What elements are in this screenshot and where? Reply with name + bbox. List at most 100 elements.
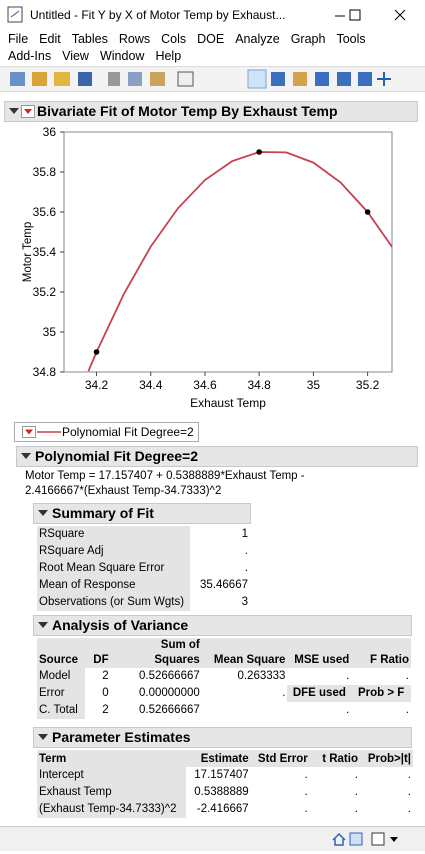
table-cell: . bbox=[304, 769, 308, 781]
layout-button[interactable] bbox=[371, 832, 385, 846]
summary-header: Summary of Fit bbox=[33, 503, 251, 524]
tool-new-table[interactable] bbox=[10, 72, 25, 86]
menu-bar: File Edit Tables Rows Cols DOE Analyze Graph Too… bbox=[0, 31, 425, 65]
title-bar-graphics bbox=[7, 6, 406, 23]
toolbar-group-1 bbox=[10, 69, 391, 89]
red-triangle-menu[interactable] bbox=[22, 426, 36, 438]
layout-dropdown[interactable] bbox=[390, 837, 398, 842]
table-cell: RSquare Adj bbox=[37, 543, 190, 560]
menu-item[interactable]: Rows bbox=[118, 32, 151, 46]
x-tick-label: 34.4 bbox=[139, 378, 163, 392]
bivariate-chart: 34.2 34.4 34.6 34.8 35 35.2 34.8 35 35.2 35.4 35.6… bbox=[22, 125, 393, 410]
disclosure-icon[interactable] bbox=[37, 732, 49, 744]
table-cell: (Exhaust Temp-34.7333)^2 bbox=[37, 801, 186, 818]
data-point bbox=[93, 349, 100, 355]
y-tick-label: 35.6 bbox=[33, 205, 57, 219]
menu-item[interactable]: DOE bbox=[197, 32, 225, 46]
tool-magnifier[interactable] bbox=[358, 72, 372, 86]
tool-new-script[interactable] bbox=[32, 72, 47, 86]
column-header: MSE used bbox=[287, 638, 352, 668]
table-cell: Root Mean Square Error bbox=[37, 560, 190, 577]
home-button[interactable] bbox=[332, 832, 346, 846]
data-point bbox=[256, 149, 262, 155]
table-cell: . bbox=[407, 803, 411, 815]
table-cell: Error bbox=[37, 685, 85, 702]
disclosure-icon[interactable] bbox=[20, 451, 32, 463]
table-row: Root Mean Square Error. bbox=[37, 560, 250, 577]
menu-item[interactable]: Help bbox=[155, 49, 182, 63]
table-row: (Exhaust Temp-34.7333)^2 -2.416667... bbox=[37, 801, 413, 818]
tool-arrow[interactable] bbox=[247, 69, 267, 89]
status-icons bbox=[332, 832, 398, 846]
app-icon-line bbox=[10, 10, 20, 18]
tool-cut[interactable] bbox=[108, 72, 120, 86]
table-cell: . bbox=[346, 670, 350, 682]
table-cell: Model bbox=[37, 668, 85, 685]
table-row: C. Total 2 0.52666667.. bbox=[37, 702, 411, 719]
menu-item[interactable]: Add-Ins bbox=[8, 49, 52, 63]
table-row: Model 2 0.52666667 0.263333.. bbox=[37, 668, 411, 685]
column-header: Source bbox=[37, 638, 85, 668]
table-cell: 0.52666667 bbox=[139, 704, 200, 716]
y-tick-label: 34.8 bbox=[33, 365, 57, 379]
table-cell: 2 bbox=[102, 670, 109, 682]
tool-copy[interactable] bbox=[128, 72, 142, 86]
y-tick-label: 35.2 bbox=[33, 285, 57, 299]
header-row: Source DF Sum of Squares Mean Square MSE used… bbox=[37, 638, 411, 668]
disclosure-icon[interactable] bbox=[8, 106, 20, 118]
tool-open[interactable] bbox=[54, 72, 70, 86]
menu-item[interactable]: Graph bbox=[290, 32, 326, 46]
tool-paste[interactable] bbox=[150, 72, 165, 86]
anova-header: Analysis of Variance bbox=[33, 615, 412, 636]
maximize-button[interactable] bbox=[349, 9, 361, 21]
table-cell: Mean of Response bbox=[37, 577, 190, 594]
column-header: Estimate bbox=[185, 750, 251, 767]
disclosure-icon[interactable] bbox=[37, 508, 49, 520]
menu-item[interactable]: File bbox=[8, 32, 29, 46]
close-button[interactable] bbox=[394, 9, 406, 21]
tool-layout[interactable] bbox=[177, 71, 194, 87]
window-list-button[interactable] bbox=[349, 832, 363, 846]
tool-brush[interactable] bbox=[315, 72, 329, 86]
report-header: Bivariate Fit of Motor Temp By Exhaust T… bbox=[4, 101, 418, 122]
tool-hand[interactable] bbox=[293, 72, 307, 86]
red-triangle-menu[interactable] bbox=[21, 105, 35, 118]
tool-crosshair[interactable] bbox=[271, 72, 285, 86]
menu-item[interactable]: Tools bbox=[336, 32, 366, 46]
menu-item[interactable]: View bbox=[62, 49, 89, 63]
x-tick-label: 35 bbox=[307, 378, 321, 392]
table-cell: -2.416667 bbox=[196, 803, 249, 815]
table-cell: . bbox=[282, 687, 286, 699]
tool-lasso[interactable] bbox=[337, 72, 351, 86]
table-cell bbox=[202, 702, 288, 719]
table-cell: . bbox=[354, 803, 358, 815]
tool-save[interactable] bbox=[78, 72, 92, 86]
table-cell: 0.52666667 bbox=[139, 670, 200, 682]
summary-table: RSquare 1 RSquare Adj. Root Mean Square Err… bbox=[37, 526, 250, 611]
table-cell: 17.157407 bbox=[194, 769, 249, 781]
table-cell: DFE used bbox=[287, 685, 352, 702]
estimates-table: Term Estimate Std Error t Ratio Prob>|t| Inte… bbox=[37, 750, 413, 818]
table-row: Observations (or Sum Wgts) 3 bbox=[37, 594, 250, 611]
y-tick-label: 36 bbox=[43, 125, 57, 139]
table-cell: . bbox=[405, 670, 409, 682]
table-cell: 0 bbox=[102, 687, 109, 699]
x-tick-label: 34.6 bbox=[193, 378, 217, 392]
y-tick-label: 35 bbox=[43, 325, 57, 339]
disclosure-icon[interactable] bbox=[37, 620, 49, 632]
menu-item[interactable]: Window bbox=[99, 49, 145, 63]
tool-annotate[interactable] bbox=[377, 72, 391, 86]
menu-item[interactable]: Cols bbox=[161, 32, 187, 46]
table-cell: Observations (or Sum Wgts) bbox=[37, 594, 190, 611]
menu-item[interactable]: Tables bbox=[71, 32, 108, 46]
menu-item[interactable]: Edit bbox=[39, 32, 61, 46]
status-bar bbox=[0, 826, 425, 851]
y-tick-label: 35.4 bbox=[33, 245, 57, 259]
report-title: Bivariate Fit of Motor Temp By Exhaust T… bbox=[37, 103, 338, 119]
estimates-title: Parameter Estimates bbox=[52, 729, 191, 745]
window-title: Untitled - Fit Y by X of Motor Temp by E… bbox=[30, 8, 286, 22]
table-cell: . bbox=[346, 704, 350, 716]
menu-item[interactable]: Analyze bbox=[235, 32, 280, 46]
table-cell: C. Total bbox=[37, 702, 85, 719]
